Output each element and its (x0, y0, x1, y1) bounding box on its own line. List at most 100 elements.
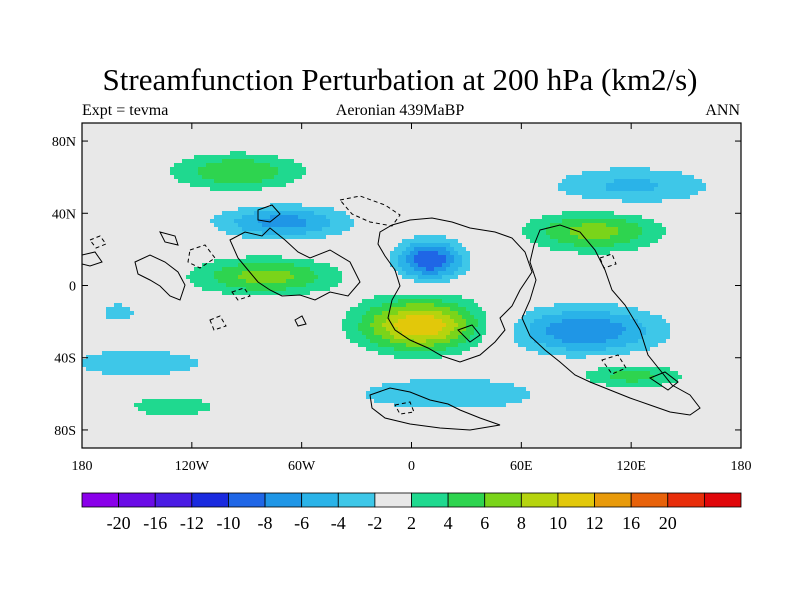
colorbar-swatch (703, 492, 742, 508)
contour-cell (466, 339, 482, 343)
coastline (159, 231, 179, 246)
contour-cell (138, 407, 210, 411)
contour-cell (438, 271, 454, 275)
contour-cell (626, 379, 638, 383)
contour-cell (246, 287, 286, 291)
contour-cell (402, 251, 410, 255)
contour-cell (550, 223, 582, 227)
contour-cell (394, 323, 446, 327)
contour-cell (450, 263, 462, 267)
colorbar: -20 -16 -12 -10 -8 -6 -4 -2 2 4 6 8 10 12 16 20 (81, 492, 742, 533)
contour-cell (638, 235, 662, 239)
season-label: ANN (705, 102, 740, 119)
colorbar-label: -16 (143, 513, 167, 533)
axis-ticks: 80N 40N 0 40S 80S 180 120W 60W 0 60E 120E 180 (52, 123, 752, 474)
contour-cell (418, 275, 442, 279)
contour-cell (606, 187, 654, 191)
coastline (134, 254, 186, 301)
contour-cell (86, 367, 190, 371)
contour-cell (226, 283, 306, 287)
contour-cell (610, 167, 650, 171)
contour-cell (622, 323, 642, 327)
contour-cell (534, 339, 562, 343)
contour-cell (566, 191, 698, 195)
contour-cell (134, 403, 210, 407)
contour-cell (374, 295, 462, 299)
colorbar-swatch (484, 492, 522, 508)
contour-cell (370, 387, 526, 391)
contour-cell (438, 251, 450, 255)
contour-cell (414, 279, 450, 283)
contour-cell (450, 307, 466, 311)
contour-cell (410, 251, 418, 255)
contour-cell (558, 187, 606, 191)
contour-cell (398, 271, 406, 275)
contour-cell (306, 223, 330, 227)
contour-cell (626, 219, 654, 223)
contour-cell (434, 315, 450, 319)
colorbar-label: -4 (331, 513, 346, 533)
coastline (521, 224, 701, 416)
contour-cell (342, 319, 362, 323)
contour-cell (314, 271, 342, 275)
contour-cell (622, 199, 662, 203)
contour-cell (646, 327, 670, 331)
contour-cell (446, 323, 458, 327)
contour-cell (186, 275, 214, 279)
colorbar-swatch (118, 492, 156, 508)
contour-cell (514, 339, 534, 343)
contour-cell (446, 255, 454, 259)
contour-cell (610, 375, 654, 379)
contour-cell (310, 267, 338, 271)
contour-cell (458, 251, 470, 255)
contour-cell (566, 355, 586, 359)
contour-cell (246, 279, 286, 283)
contour-cell (390, 255, 398, 259)
contour-cell (442, 275, 458, 279)
contour-cell (182, 159, 222, 163)
contour-cell (146, 411, 198, 415)
paleo-coastlines (82, 195, 701, 431)
contour-cell (346, 331, 362, 335)
contour-cell (566, 347, 606, 351)
contour-cell (370, 339, 390, 343)
contour-cell (606, 383, 662, 387)
contour-cell (586, 375, 610, 379)
contour-cell (378, 351, 462, 355)
contour-cell (382, 323, 394, 327)
coastline (599, 253, 617, 269)
contour-cell (346, 335, 366, 339)
contour-cell (382, 311, 398, 315)
contour-cell (414, 267, 426, 271)
contour-cell (414, 255, 446, 259)
lat-tick-label: 40S (54, 352, 76, 367)
contour-cell (470, 335, 482, 339)
contour-cell (526, 347, 566, 351)
contour-cell (194, 267, 222, 271)
contour-cell (542, 215, 642, 219)
contour-cell (446, 247, 454, 251)
coastline (377, 217, 533, 363)
contour-cell (222, 291, 310, 295)
contour-cell (298, 215, 326, 219)
contour-cell (566, 175, 694, 179)
contour-cell (382, 335, 394, 339)
contour-cell (446, 267, 458, 271)
contour-cell (390, 339, 414, 343)
contour-cell (238, 263, 294, 267)
contour-cell (534, 319, 562, 323)
contour-cell (178, 179, 214, 183)
contour-cell (650, 179, 702, 183)
coastline (339, 195, 401, 227)
contour-cell (394, 335, 446, 339)
contour-cell (218, 227, 242, 231)
contour-cell (358, 323, 370, 327)
contour-cell (370, 307, 390, 311)
contour-cell (562, 319, 610, 323)
contour-cell (394, 347, 446, 351)
contour-cell (398, 299, 442, 303)
contour-cell (586, 371, 614, 375)
contour-cell (314, 279, 342, 283)
contour-cell (582, 171, 682, 175)
contour-cell (638, 319, 666, 323)
